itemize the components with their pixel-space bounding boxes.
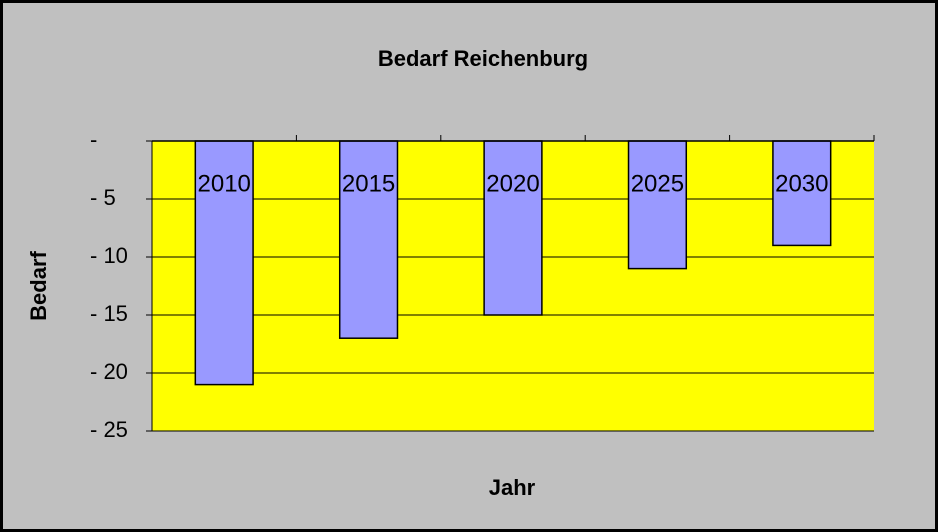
y-tick-label: - [90,127,97,152]
bar [194,140,254,386]
x-tick-label: 2025 [631,170,684,197]
x-tick-label: 2010 [198,170,251,197]
y-tick-label: - 10 [90,243,128,268]
y-axis-label: Bedarf [26,250,51,320]
y-tick-label: - 5 [90,185,116,210]
x-tick-label: 2030 [775,170,828,197]
chart-title: Bedarf Reichenburg [378,46,588,71]
bar [772,140,832,247]
bar [627,140,688,270]
bar [483,140,543,316]
bar [338,140,399,339]
y-tick-label: - 20 [90,359,128,384]
x-tick-label: 2015 [342,170,395,197]
y-tick-label: - 25 [90,417,128,442]
x-tick-label: 2020 [486,170,539,197]
y-tick-label: - 15 [90,301,128,326]
x-axis-label: Jahr [489,475,536,500]
